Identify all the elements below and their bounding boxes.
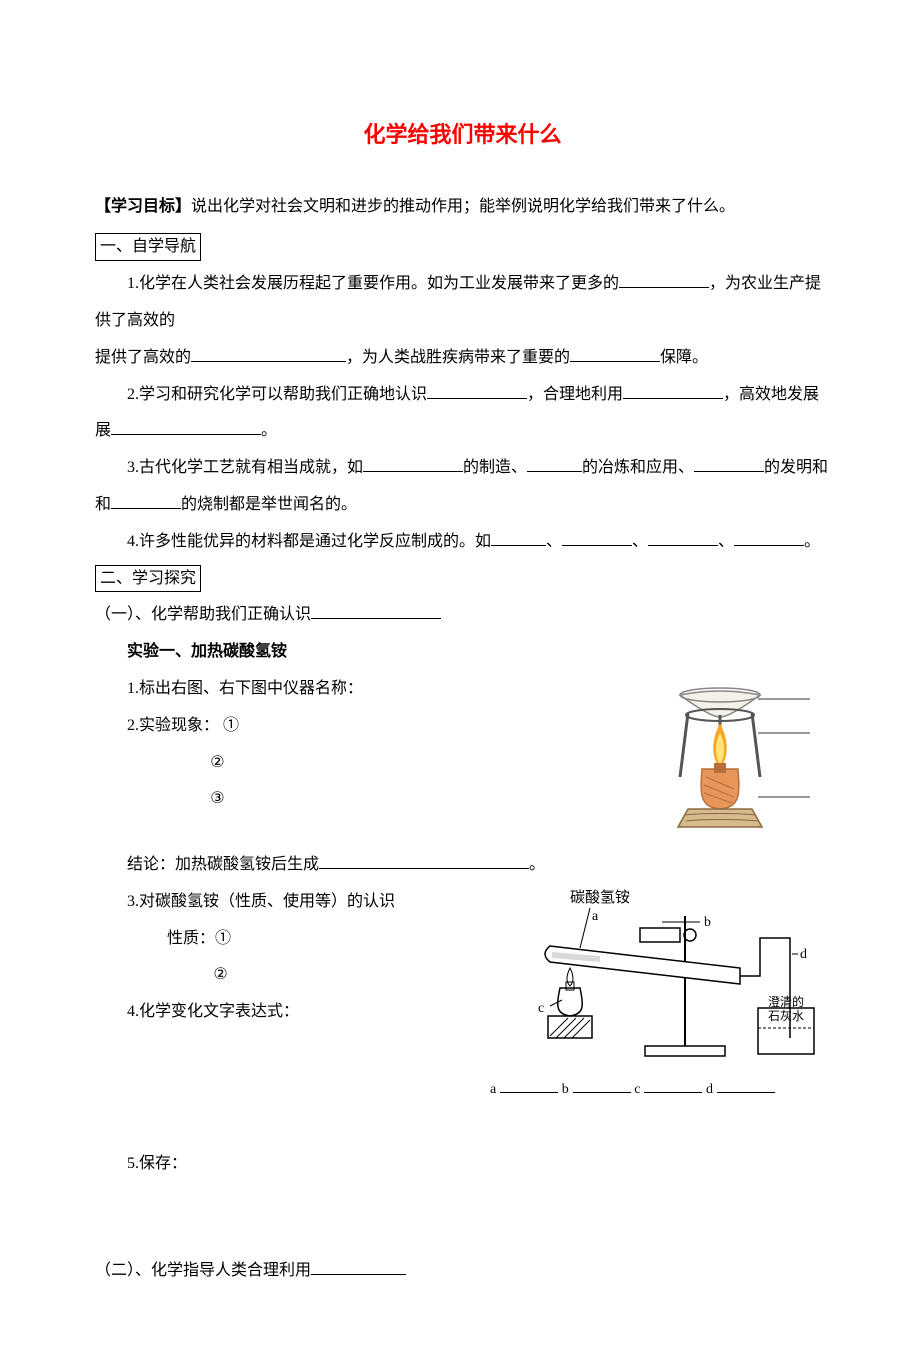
blank	[379, 852, 529, 869]
q3: 3.古代化学工艺就有相当成就，如 的制造、 的冶炼和应用、 的发明和	[95, 450, 830, 487]
blank	[562, 529, 632, 546]
page-title: 化学给我们带来什么	[95, 110, 830, 161]
q2-text-c: ，高效地发展	[723, 386, 819, 403]
blank	[734, 529, 804, 546]
figure-2: 碳酸氢铵 a b d 澄清的 石	[490, 888, 830, 1106]
blank	[623, 382, 723, 399]
spacer	[95, 1183, 830, 1253]
spacer	[95, 1106, 830, 1146]
blank	[311, 602, 441, 619]
fig2-label-d: d	[706, 1082, 713, 1097]
worksheet-page: 化学给我们带来什么 【学习目标】说出化学对社会文明和进步的推动作用；能举例说明化…	[0, 0, 920, 1350]
q2-text-b: ，合理地利用	[527, 386, 623, 403]
blank	[500, 1078, 558, 1093]
q1-text-a: 1.化学在人类社会发展历程起了重要作用。如为工业发展带来了更多的	[127, 275, 619, 292]
sub2: （二）、化学指导人类合理利用	[95, 1253, 830, 1290]
q1-cont: 提供了高效的 ，为人类战胜疾病带来了重要的 保障。	[95, 340, 830, 377]
exp1-concl-a: 结论：加热碳酸氢铵后生成	[127, 856, 319, 873]
blank	[427, 382, 527, 399]
blank	[316, 1258, 406, 1275]
blank	[648, 529, 718, 546]
section-1-heading: 一、自学导航	[95, 233, 201, 261]
q4-end: 。	[804, 533, 820, 550]
exp1-concl-b: 。	[529, 856, 545, 873]
sub1: （一）、化学帮助我们正确认识	[95, 597, 830, 634]
q3-text-c: 的冶炼和应用、	[582, 459, 694, 476]
fig2-label-a: a	[490, 1082, 496, 1097]
q1: 1.化学在人类社会发展历程起了重要作用。如为工业发展带来了更多的，为农业生产提供…	[95, 266, 830, 340]
figure-2-label-row: a b c d	[490, 1074, 830, 1106]
blank	[363, 455, 463, 472]
heating-tube-apparatus-icon: 碳酸氢铵 a b d 澄清的 石	[490, 888, 820, 1068]
q2: 2.学习和研究化学可以帮助我们正确地认识 ，合理地利用 ，高效地发展	[95, 377, 830, 414]
blank	[111, 492, 181, 509]
q2-cont-text: 展	[95, 422, 111, 439]
fig2-label-c: c	[634, 1082, 640, 1097]
fig2-label-b: b	[562, 1082, 569, 1097]
svg-text:石灰水: 石灰水	[768, 1009, 804, 1023]
learning-objective: 【学习目标】说出化学对社会文明和进步的推动作用；能举例说明化学给我们带来了什么。	[95, 189, 830, 226]
q1-cont-text: 提供了高效的	[95, 349, 191, 366]
q4-sep-1: 、	[546, 533, 562, 550]
exp1-5: 5.保存：	[95, 1146, 830, 1183]
q2-cont: 展。	[95, 413, 830, 450]
q1-text-d: 保障。	[660, 349, 708, 366]
q3-text-e: 的烧制都是举世闻名的。	[181, 496, 357, 513]
blank	[644, 1078, 702, 1093]
svg-text:b: b	[704, 915, 711, 930]
blank	[717, 1078, 775, 1093]
q4-sep-3: 、	[718, 533, 734, 550]
sub2-text: （二）、化学指导人类合理利用	[95, 1262, 311, 1279]
q3-text-b: 的制造、	[463, 459, 527, 476]
q4-text-a: 4.许多性能优异的材料都是通过化学反应制成的。如	[127, 533, 491, 550]
q4: 4.许多性能优异的材料都是通过化学反应制成的。如 、 、 、 。	[95, 524, 830, 561]
exp1-conclusion: 结论：加热碳酸氢铵后生成 。	[95, 847, 830, 884]
q3-cont: 和 的烧制都是举世闻名的。	[95, 487, 830, 524]
q4-sep-2: 、	[632, 533, 648, 550]
blank	[191, 345, 341, 362]
q2-text-d: 。	[261, 422, 277, 439]
blank	[527, 455, 582, 472]
svg-text:c: c	[538, 1001, 544, 1016]
blank	[319, 852, 374, 869]
figure-1	[640, 677, 830, 847]
heating-apparatus-icon	[640, 677, 830, 847]
experiment-1-title: 实验一、加热碳酸氢铵	[95, 634, 830, 671]
q3-text-a: 3.古代化学工艺就有相当成就，如	[127, 459, 363, 476]
q1-text-c: ，为人类战胜疾病带来了重要的	[346, 349, 570, 366]
blank	[491, 529, 546, 546]
section-2-heading: 二、学习探究	[95, 565, 201, 593]
blank	[573, 1078, 631, 1093]
objective-text: 说出化学对社会文明和进步的推动作用；能举例说明化学给我们带来了什么。	[191, 198, 735, 215]
blank	[570, 345, 660, 362]
blank	[619, 271, 709, 288]
q3-cont-text: 和	[95, 496, 111, 513]
sub1-text: （一）、化学帮助我们正确认识	[95, 606, 311, 623]
svg-text:d: d	[800, 947, 807, 962]
objective-label: 【学习目标】	[95, 198, 191, 215]
svg-text:碳酸氢铵: 碳酸氢铵	[570, 889, 630, 906]
q2-text-a: 2.学习和研究化学可以帮助我们正确地认识	[127, 386, 427, 403]
svg-text:a: a	[592, 909, 599, 924]
blank	[111, 418, 261, 435]
blank	[694, 455, 764, 472]
q3-text-d: 的发明和	[764, 459, 828, 476]
svg-text:澄清的: 澄清的	[768, 994, 804, 1009]
